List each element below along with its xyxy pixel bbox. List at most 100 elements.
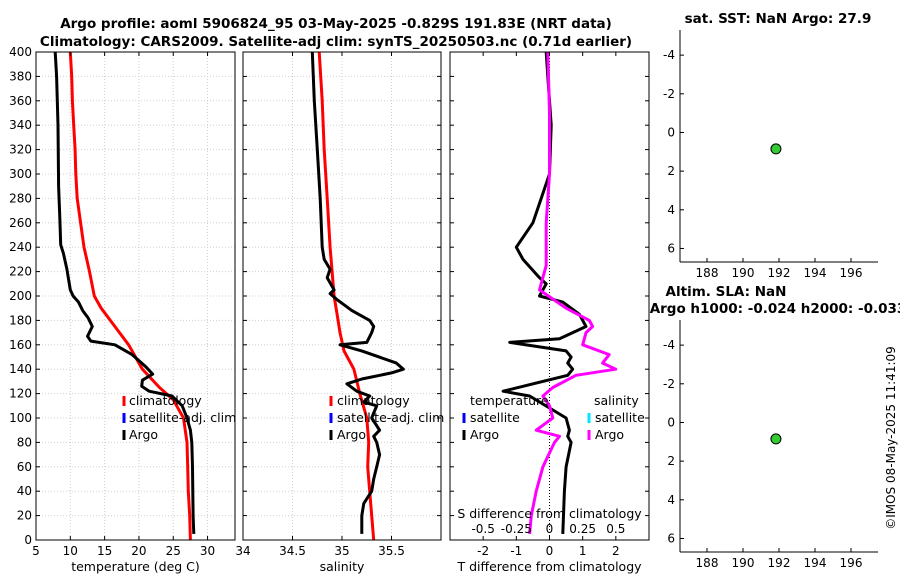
x-tick-label: 25 xyxy=(166,544,181,558)
y-tick-label: 6 xyxy=(667,241,675,255)
legend-temp-argo-label: Argo xyxy=(129,427,158,442)
y-tick-label: 120 xyxy=(9,387,32,401)
x-axis-label: T difference from climatology xyxy=(456,559,642,574)
y-tick-label: 200 xyxy=(9,289,32,303)
x-tick-label: 188 xyxy=(696,266,719,280)
argo-marker xyxy=(770,433,782,445)
legend-sal-argo-label: Argo xyxy=(337,427,366,442)
sla-title-line1: Altim. SLA: NaN xyxy=(666,284,787,300)
series-argo-line xyxy=(310,51,405,534)
y-tick-label: 180 xyxy=(9,313,32,327)
secondary-tick-label: 0.5 xyxy=(606,522,625,536)
x-tick-label: 35 xyxy=(334,544,349,558)
x-axis-label: temperature (deg C) xyxy=(71,559,200,574)
legend-diff-salinity-header: salinity xyxy=(594,393,639,408)
y-tick-label: 320 xyxy=(9,143,32,157)
y-tick-label: -4 xyxy=(663,338,675,352)
sla-panel: 188 190 192 194 196 -4 -2 0 2 4 6 xyxy=(663,320,878,570)
x-tick-label: 34.5 xyxy=(279,544,306,558)
legend-temp-satellite-label: satellite-adj. clim xyxy=(129,410,236,425)
y-tick-label: 2 xyxy=(667,164,675,178)
y-tick-label: 4 xyxy=(667,493,675,507)
x-tick-label: 5 xyxy=(32,544,40,558)
temperature-panel: 5 10 15 20 25 3002040608010012014016018020022… xyxy=(9,45,236,574)
x-tick-label: 190 xyxy=(732,266,755,280)
x-tick-label: 1 xyxy=(579,544,587,558)
salinity-panel: 34 34.5 35 35.5 salinity xyxy=(235,51,442,574)
x-tick-label: 10 xyxy=(63,544,78,558)
timestamp: ©IMOS 08-May-2025 11:41:09 xyxy=(884,346,898,530)
y-tick-label: 300 xyxy=(9,167,32,181)
difference-legend: temperature satellite Argo salinity sate… xyxy=(462,393,645,442)
x-tick-label: 20 xyxy=(131,544,146,558)
series-climatology-line xyxy=(317,51,376,541)
salinity-legend: climatology satellite-adj. clim Argo xyxy=(329,393,444,442)
secondary-tick-label: -0.5 xyxy=(471,522,494,536)
y-tick-label: 40 xyxy=(17,484,32,498)
legend-diff-s-satellite-label: satellite xyxy=(595,410,645,425)
y-tick-label: 4 xyxy=(667,203,675,217)
y-tick-label: 80 xyxy=(17,435,32,449)
y-tick-label: 60 xyxy=(17,460,32,474)
y-tick-label: 220 xyxy=(9,265,32,279)
y-tick-label: 2 xyxy=(667,454,675,468)
x-tick-label: 196 xyxy=(840,266,863,280)
x-tick-label: -1 xyxy=(510,544,522,558)
y-tick-label: 0 xyxy=(667,125,675,139)
secondary-tick-label: 0 xyxy=(546,522,554,536)
y-tick-label: 20 xyxy=(17,509,32,523)
secondary-tick-label: 0.25 xyxy=(569,522,596,536)
y-tick-label: 0 xyxy=(24,533,32,547)
legend-diff-t-satellite-label: satellite xyxy=(470,410,520,425)
x-tick-label: 34 xyxy=(235,544,250,558)
sst-panel: 188 190 192 194 196 -4 -2 0 2 4 6 xyxy=(663,30,878,280)
x-tick-label: 194 xyxy=(804,556,827,570)
x-tick-label: 0 xyxy=(546,544,554,558)
y-tick-label: 260 xyxy=(9,216,32,230)
y-tick-label: 360 xyxy=(9,94,32,108)
y-tick-label: 160 xyxy=(9,338,32,352)
legend-diff-temperature-header: temperature xyxy=(470,393,549,408)
main-title-line2: Climatology: CARS2009. Satellite-adj cli… xyxy=(40,34,632,50)
series-climatology-line xyxy=(68,51,192,541)
y-tick-label: 340 xyxy=(9,118,32,132)
x-tick-label: 192 xyxy=(768,266,791,280)
y-tick-label: 240 xyxy=(9,240,32,254)
y-tick-label: 6 xyxy=(667,531,675,545)
x-tick-label: 190 xyxy=(732,556,755,570)
series-argo-t-line xyxy=(501,51,588,534)
legend-diff-s-argo-label: Argo xyxy=(595,427,624,442)
x-tick-label: 188 xyxy=(696,556,719,570)
x-tick-label: -2 xyxy=(477,544,489,558)
difference-panel: -2 -1 0 1 2T difference from climatology S di… xyxy=(449,51,650,574)
temperature-legend: climatology satellite-adj. clim Argo xyxy=(122,393,236,442)
secondary-tick-label: -0.25 xyxy=(501,522,532,536)
legend-sal-climatology-label: climatology xyxy=(337,393,410,408)
y-tick-label: 140 xyxy=(9,362,32,376)
y-tick-label: 280 xyxy=(9,191,32,205)
sla-title-line2: Argo h1000: -0.024 h2000: -0.033 xyxy=(650,301,900,317)
x-tick-label: 196 xyxy=(840,556,863,570)
main-title-line1: Argo profile: aoml 5906824_95 03-May-202… xyxy=(60,16,612,32)
y-tick-label: 100 xyxy=(9,411,32,425)
x-tick-label: 15 xyxy=(97,544,112,558)
sst-title: sat. SST: NaN Argo: 27.9 xyxy=(685,11,872,27)
x-tick-label: 30 xyxy=(200,544,215,558)
secondary-axis-label: S difference from climatology xyxy=(457,506,642,521)
series-argo-line xyxy=(53,51,196,534)
legend-sal-satellite-label: satellite-adj. clim xyxy=(337,410,444,425)
legend-temp-climatology-label: climatology xyxy=(129,393,202,408)
y-tick-label: 0 xyxy=(667,415,675,429)
x-tick-label: 192 xyxy=(768,556,791,570)
legend-diff-t-argo-label: Argo xyxy=(470,427,499,442)
argo-marker xyxy=(770,143,782,155)
y-tick-label: 400 xyxy=(9,45,32,59)
x-axis-label: salinity xyxy=(320,559,365,574)
y-tick-label: -2 xyxy=(663,377,675,391)
x-tick-label: 35.5 xyxy=(378,544,405,558)
series-argo-s-line xyxy=(528,51,618,535)
y-tick-label: -2 xyxy=(663,87,675,101)
x-tick-label: 194 xyxy=(804,266,827,280)
x-tick-label: 2 xyxy=(612,544,620,558)
